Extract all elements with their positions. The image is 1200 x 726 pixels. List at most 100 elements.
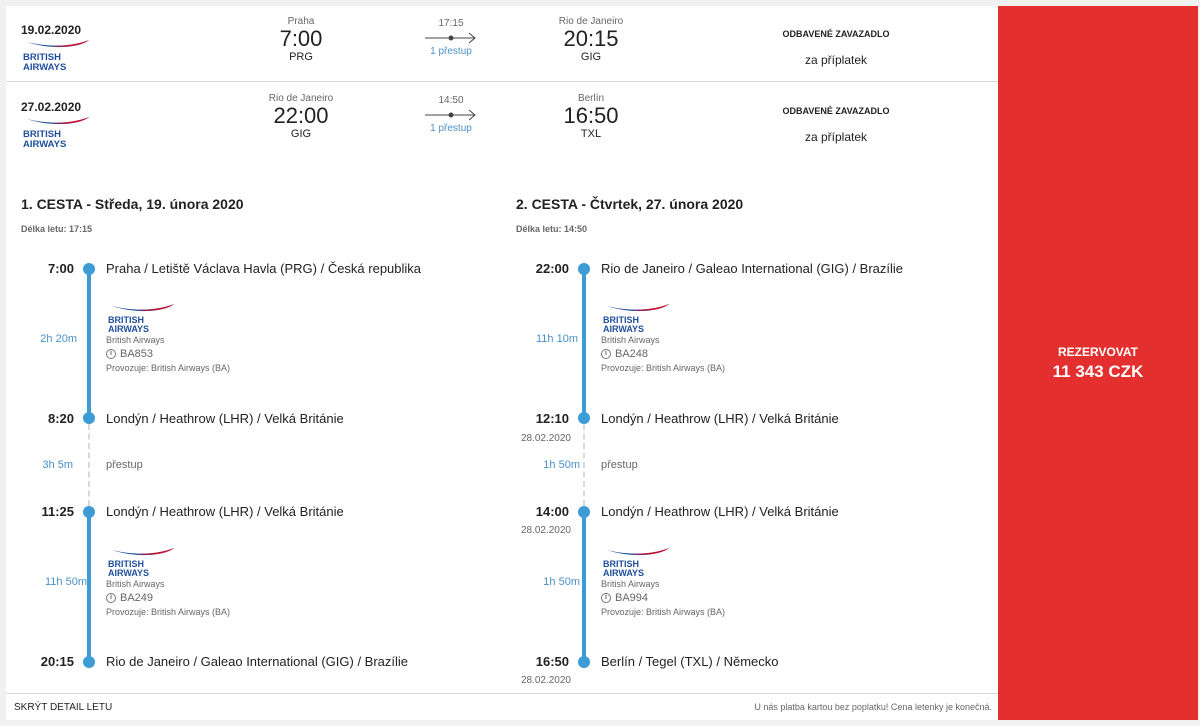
segment-duration: 11h 50m [45, 576, 87, 588]
station-date: 28.02.2020 [520, 675, 571, 686]
payment-note: U nás platba kartou bez poplatku! Cena l… [754, 702, 992, 712]
station-name: Berlín / Tegel (TXL) / Německo [601, 654, 779, 669]
arrival-code: GIG [580, 51, 602, 64]
british-airways-logo: BRITISH AIRWAYS [601, 304, 725, 334]
book-button[interactable]: REZERVOVAT 11 343 CZK [998, 6, 1198, 720]
timeline-transfer-line [583, 424, 585, 506]
timeline-dot [83, 656, 95, 668]
departure-city: Praha [287, 16, 315, 27]
timeline-dot [578, 263, 590, 275]
timeline-dot [83, 506, 95, 518]
british-airways-logo: BRITISH AIRWAYS [106, 304, 230, 334]
segment-operator: Provozuje: British Airways (BA) [601, 363, 726, 373]
flight-card: 19.02.2020 BRITISH AIRWAYS Praha 7:00 PR… [6, 6, 998, 720]
departure: Praha 7:00 PRG [251, 16, 351, 63]
segment-duration: 1h 50m [543, 576, 580, 588]
station-name: Praha / Letiště Václava Havla (PRG) / Če… [106, 261, 422, 276]
station-time: 7:00 [47, 261, 74, 276]
svg-text:BRITISH: BRITISH [603, 315, 639, 325]
station-time: 8:20 [47, 411, 74, 426]
leg-duration: Délka letu: 17:15 [21, 224, 93, 234]
svg-text:BRITISH: BRITISH [108, 559, 144, 569]
departure: Rio de Janeiro 22:00 GIG [251, 93, 351, 140]
segment-airline: British Airways [106, 335, 165, 345]
segment-operator: Provozuje: British Airways (BA) [601, 607, 726, 617]
stops-count: 1 přestup [430, 46, 472, 57]
route-arrow-icon [425, 32, 476, 44]
summary-date: 19.02.2020 [21, 23, 82, 37]
arrival: Berlín 16:50 TXL [541, 93, 641, 140]
leg-duration: Délka letu: 14:50 [516, 224, 588, 234]
baggage-note: za příplatek [804, 130, 868, 144]
british-airways-logo: BRITISH AIRWAYS [21, 117, 91, 149]
svg-text:BRITISH: BRITISH [23, 52, 61, 63]
station-time: 12:10 [535, 411, 569, 426]
segment-airline: British Airways [106, 579, 165, 589]
segment-airline: British Airways [601, 335, 660, 345]
segment-duration: 11h 10m [536, 333, 578, 345]
arrival: Rio de Janeiro 20:15 GIG [541, 16, 641, 63]
station-time: 16:50 [535, 654, 569, 669]
baggage-note: za příplatek [804, 53, 868, 67]
station-time: 11:25 [41, 504, 74, 519]
timeline-flight-line [87, 269, 91, 418]
info-icon[interactable]: i [601, 349, 611, 359]
stops-count: 1 přestup [430, 123, 472, 134]
segment-info: BRITISH AIRWAYS British Airways i BA853 P… [106, 304, 230, 374]
svg-text:AIRWAYS: AIRWAYS [108, 324, 149, 334]
svg-text:AIRWAYS: AIRWAYS [108, 568, 149, 578]
route-arrow-icon [425, 109, 476, 121]
arrival-city: Rio de Janeiro [558, 16, 624, 27]
arrival-time: 16:50 [563, 103, 619, 128]
arrival-city: Berlín [577, 93, 605, 104]
segment-info: BRITISH AIRWAYS British Airways i BA248 P… [601, 304, 725, 374]
flight-number: BA853 [120, 348, 154, 360]
summary-row-return: 27.02.2020 BRITISH AIRWAYS Rio de Janeir… [6, 83, 998, 159]
departure-code: PRG [289, 51, 313, 64]
british-airways-logo: BRITISH AIRWAYS [106, 548, 230, 578]
route-info: 14:50 1 přestup [416, 95, 486, 134]
station-name: Londýn / Heathrow (LHR) / Velká Británie [106, 504, 344, 519]
segment-operator: Provozuje: British Airways (BA) [106, 607, 231, 617]
timeline-dot [578, 506, 590, 518]
card-footer: SKRÝT DETAIL LETU U nás platba kartou be… [6, 693, 998, 720]
timeline-dot [83, 263, 95, 275]
svg-text:BRITISH: BRITISH [603, 559, 639, 569]
segment-airline: British Airways [601, 579, 660, 589]
timeline-dot [578, 656, 590, 668]
segment-info: BRITISH AIRWAYS British Airways i BA249 P… [106, 548, 230, 618]
total-duration: 14:50 [438, 95, 464, 106]
book-button-price: 11 343 CZK [1052, 361, 1144, 381]
info-icon[interactable]: i [106, 593, 116, 603]
baggage-info: ODBAVENÉ ZAVAZADLO za příplatek [761, 29, 911, 67]
svg-text:AIRWAYS: AIRWAYS [23, 62, 66, 72]
departure-time: 22:00 [273, 103, 329, 128]
svg-text:AIRWAYS: AIRWAYS [23, 139, 66, 149]
flight-number: BA994 [615, 592, 649, 604]
station-time: 20:15 [40, 654, 74, 669]
flight-number: BA249 [120, 592, 154, 604]
flight-number: BA248 [615, 348, 649, 360]
station-name: Londýn / Heathrow (LHR) / Velká Británie [601, 411, 839, 426]
departure-code: GIG [290, 128, 312, 141]
timeline-flight-line [582, 512, 586, 662]
station-name: Londýn / Heathrow (LHR) / Velká Británie [106, 411, 344, 426]
station-date: 28.02.2020 [520, 525, 571, 536]
book-button-label: REZERVOVAT [1057, 344, 1138, 359]
route-info: 17:15 1 přestup [416, 18, 486, 57]
baggage-info: ODBAVENÉ ZAVAZADLO za příplatek [761, 106, 911, 144]
arrival-code: TXL [580, 128, 602, 141]
transfer-label: přestup [601, 459, 638, 471]
info-icon[interactable]: i [106, 349, 116, 359]
svg-text:BRITISH: BRITISH [108, 315, 144, 325]
transfer-duration: 1h 50m [543, 459, 580, 471]
hide-detail-link[interactable]: SKRÝT DETAIL LETU [14, 702, 113, 713]
british-airways-logo: BRITISH AIRWAYS [601, 548, 725, 578]
leg-detail-return: 2. CESTA - Čtvrtek, 27. února 2020 Délka… [516, 196, 986, 696]
info-icon[interactable]: i [601, 593, 611, 603]
departure-city: Rio de Janeiro [268, 93, 334, 104]
station-date: 28.02.2020 [520, 433, 571, 444]
segment-info: BRITISH AIRWAYS British Airways i BA994 P… [601, 548, 725, 618]
baggage-title: ODBAVENÉ ZAVAZADLO [782, 106, 890, 116]
station-name: Rio de Janeiro / Galeao International (G… [601, 261, 904, 276]
